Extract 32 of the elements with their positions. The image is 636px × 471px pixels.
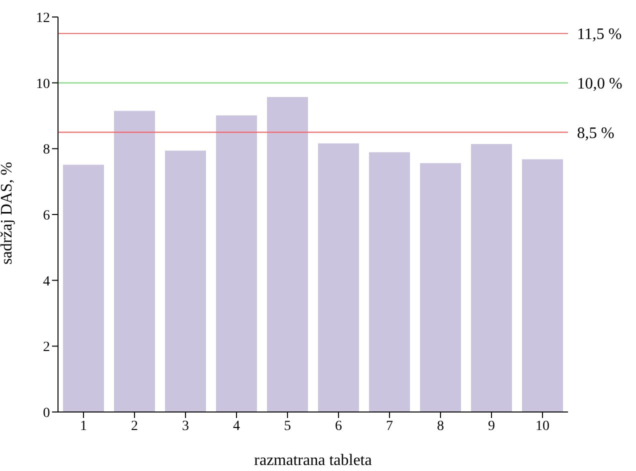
x-tick-label: 9 (488, 418, 495, 434)
bar (522, 159, 563, 412)
bar (216, 115, 257, 412)
bar (63, 164, 104, 412)
x-tick-label: 2 (131, 418, 138, 434)
y-axis-title: sadržaj DAS, % (0, 162, 16, 264)
x-tick-label: 6 (335, 418, 342, 434)
ref-line-label: 10,0 % (577, 76, 622, 93)
y-tick-label: 10 (36, 76, 50, 92)
y-tick-label: 8 (43, 142, 50, 158)
y-tick-label: 2 (43, 340, 50, 356)
x-tick-label: 1 (80, 418, 87, 434)
ref-line-label: 8,5 % (577, 124, 614, 142)
x-tick-label: 8 (437, 418, 444, 434)
y-tick-label: 6 (43, 208, 50, 224)
y-tick-label: 0 (43, 406, 50, 421)
ref-line-label: 11,5 % (577, 26, 622, 44)
bar (318, 143, 359, 412)
bar (420, 163, 461, 412)
y-tick-label: 12 (36, 10, 50, 26)
bar (267, 96, 308, 412)
y-tick-label: 4 (43, 274, 50, 290)
bar (114, 110, 155, 412)
x-tick-label: 5 (284, 418, 291, 434)
x-tick-label: 7 (386, 418, 393, 434)
x-axis-title: razmatrana tableta (254, 452, 372, 469)
bar (165, 150, 206, 412)
bar (471, 144, 512, 412)
x-tick-label: 4 (233, 418, 240, 434)
bar (369, 152, 410, 412)
x-tick-label: 10 (536, 418, 550, 434)
x-tick-label: 3 (182, 418, 189, 434)
